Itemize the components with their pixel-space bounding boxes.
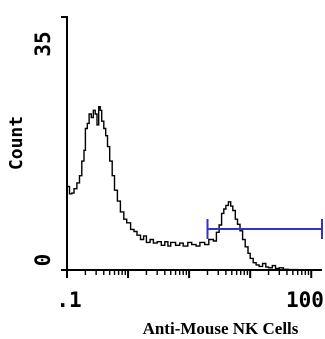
y-tick-label-max: 35 xyxy=(31,31,55,56)
gate-marker[interactable] xyxy=(206,219,323,239)
x-tick-label-max: 1000 xyxy=(286,288,325,312)
y-axis-title: Count xyxy=(6,116,27,170)
y-tick-label-min: 0 xyxy=(31,254,55,267)
axis-ticks xyxy=(61,16,313,278)
axes xyxy=(66,16,322,271)
x-axis-title: Anti-Mouse NK Cells xyxy=(143,319,299,338)
histogram-trace xyxy=(66,16,322,271)
x-tick-label-min: .1 xyxy=(56,288,81,312)
